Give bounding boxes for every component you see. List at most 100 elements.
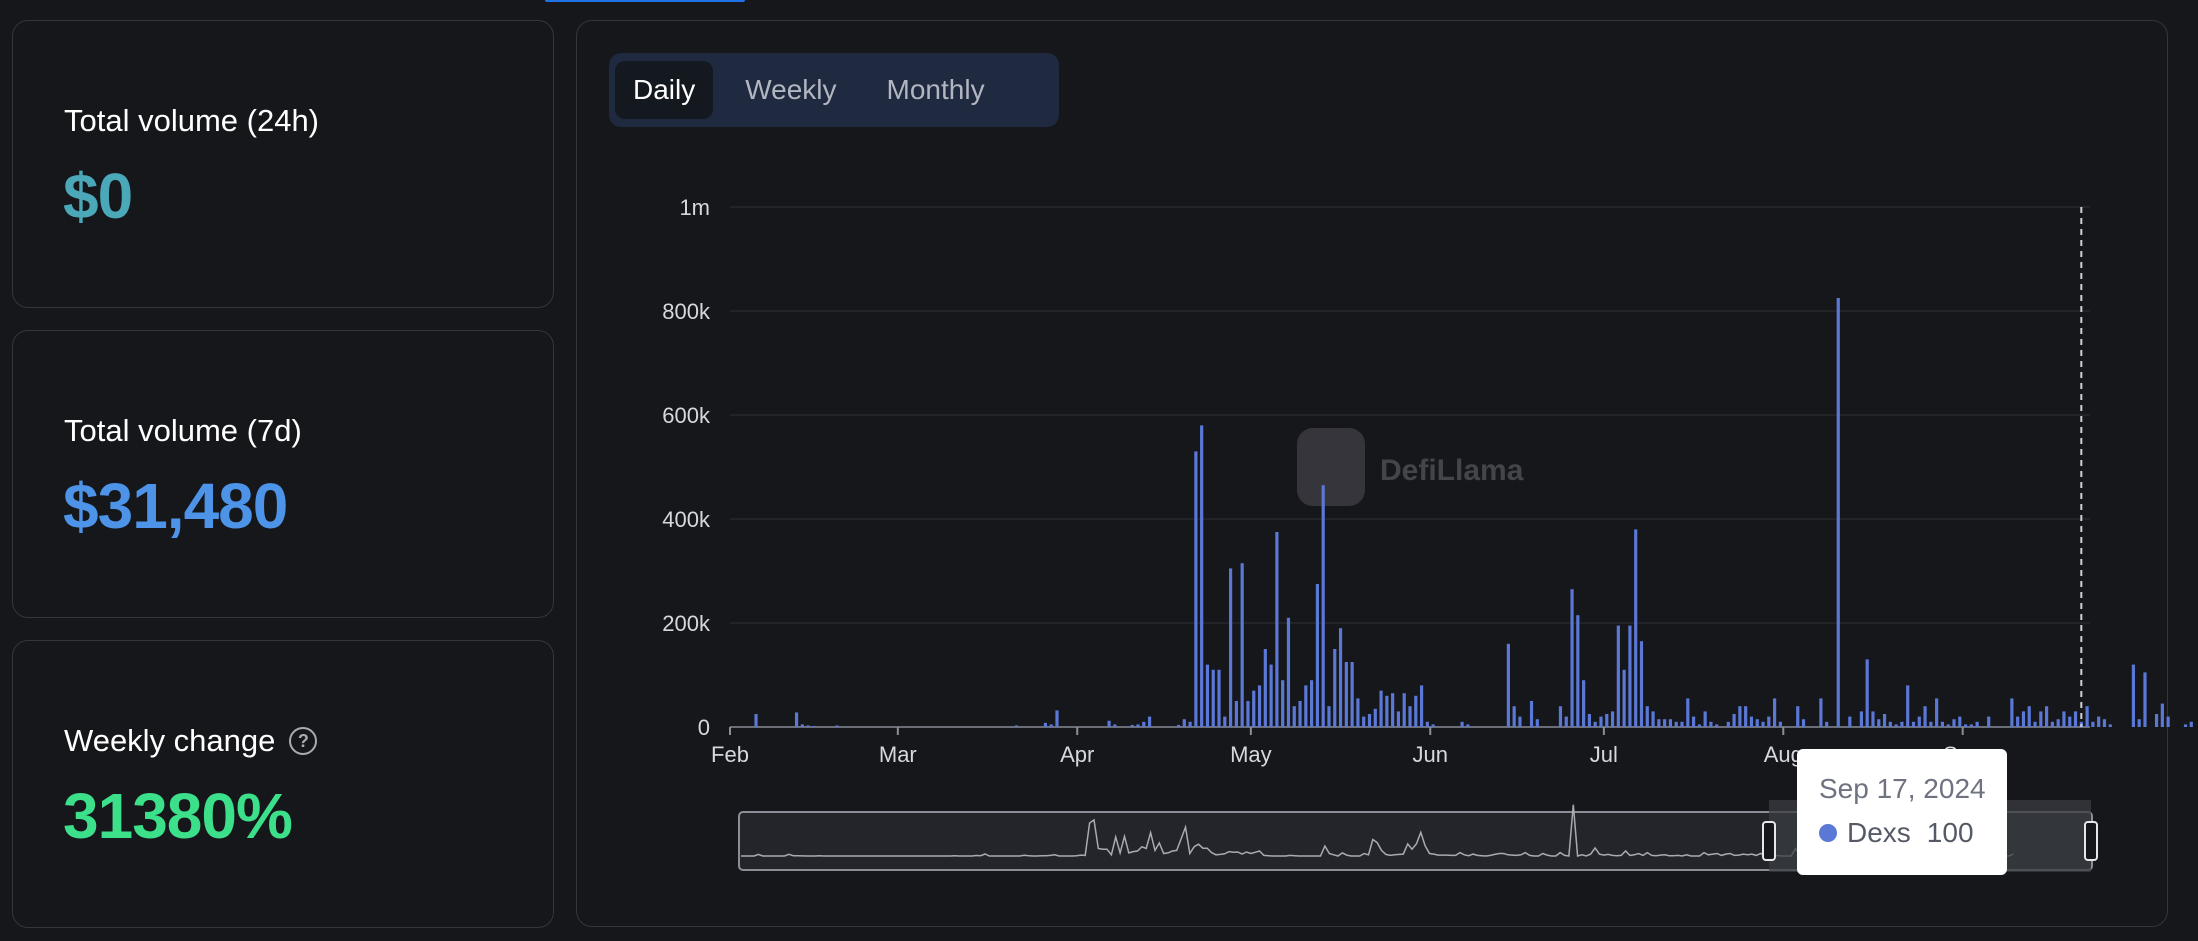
bar xyxy=(1732,714,1736,727)
bar xyxy=(2068,716,2072,727)
bar xyxy=(1836,298,1840,727)
zoom-handle-right[interactable] xyxy=(2084,821,2098,861)
bar xyxy=(1304,685,1308,727)
bar xyxy=(1697,724,1701,727)
y-tick-label: 200k xyxy=(662,611,711,636)
stat-label-volume-24h: Total volume (24h) xyxy=(64,103,320,138)
bar-series xyxy=(754,298,2193,727)
bar xyxy=(1176,724,1181,727)
bar xyxy=(1663,719,1667,727)
bar xyxy=(1263,649,1267,727)
tooltip-series-row: Dexs 100 xyxy=(1819,817,2007,849)
zoom-handle-left[interactable] xyxy=(1762,821,1776,861)
bar xyxy=(2039,711,2043,727)
x-tick-label: May xyxy=(1230,742,1272,767)
x-tick-label: Jun xyxy=(1413,742,1448,767)
bar xyxy=(1576,615,1580,727)
watermark-logo-icon xyxy=(1297,428,1365,506)
bar xyxy=(2137,719,2141,727)
stat-value-weekly-change: 31380% xyxy=(63,780,293,852)
bar xyxy=(1767,716,1771,727)
bar xyxy=(1321,485,1325,727)
period-tabs: Daily Weekly Monthly xyxy=(609,53,1059,127)
bar xyxy=(2091,721,2095,727)
bar xyxy=(1686,698,1690,727)
bar xyxy=(1136,724,1140,727)
x-tick-label: Feb xyxy=(711,742,749,767)
bar xyxy=(754,714,758,727)
bar xyxy=(2073,711,2078,727)
bar xyxy=(1512,706,1516,727)
bar xyxy=(1014,725,1019,727)
y-tick-label: 600k xyxy=(662,403,711,428)
bar xyxy=(2183,724,2188,727)
bar xyxy=(2062,711,2066,727)
bar xyxy=(1257,685,1262,727)
chart-tooltip: Sep 17, 2024 Dexs 100 xyxy=(1797,749,2007,875)
bar xyxy=(1292,706,1296,727)
bar xyxy=(1680,721,1684,727)
bar xyxy=(2056,719,2060,727)
bar xyxy=(1344,662,1348,727)
bar xyxy=(806,725,810,727)
bar xyxy=(1796,706,1800,727)
stat-card-weekly-change: Weekly change ? 31380% xyxy=(12,640,554,928)
bar xyxy=(2085,706,2089,727)
chart-panel xyxy=(576,20,2168,927)
tooltip-series-dot xyxy=(1819,824,1837,842)
bar xyxy=(1622,669,1626,727)
bar xyxy=(1587,714,1591,727)
bar xyxy=(1929,721,1933,727)
bar xyxy=(1570,589,1574,727)
bar xyxy=(1605,714,1609,727)
bar xyxy=(1107,720,1111,727)
bar xyxy=(1147,716,1152,727)
bar xyxy=(2027,706,2031,727)
bar xyxy=(1610,711,1615,727)
bar xyxy=(1558,706,1563,727)
bar xyxy=(1859,711,1863,727)
bar xyxy=(2154,714,2159,727)
bar xyxy=(1952,719,1956,727)
bar xyxy=(1414,695,1418,727)
bar xyxy=(1946,724,1950,727)
x-tick-label: Jul xyxy=(1590,742,1618,767)
bar xyxy=(1801,719,1806,727)
bar xyxy=(1408,706,1412,727)
bar xyxy=(2108,724,2112,727)
x-tick-label: Mar xyxy=(879,742,917,767)
tab-monthly[interactable]: Monthly xyxy=(886,74,985,105)
bar xyxy=(2010,698,2014,727)
bar xyxy=(800,724,804,727)
bar xyxy=(1466,724,1470,727)
tab-daily[interactable]: Daily xyxy=(615,61,714,119)
bar xyxy=(2160,703,2164,727)
bar xyxy=(1865,659,1869,727)
tab-weekly[interactable]: Weekly xyxy=(745,74,837,105)
y-tick-label: 400k xyxy=(662,507,711,532)
bar xyxy=(1205,664,1210,727)
bar xyxy=(1738,706,1742,727)
bar xyxy=(1385,695,1389,727)
bar xyxy=(1350,662,1354,727)
bar xyxy=(1906,685,1910,727)
bar xyxy=(1935,698,1939,727)
bar xyxy=(1709,721,1713,727)
bar xyxy=(2102,719,2107,727)
bar xyxy=(1113,724,1117,727)
bar xyxy=(1969,724,1973,727)
bar xyxy=(1593,721,1597,727)
bar xyxy=(2021,711,2026,727)
stat-card-volume-7d: Total volume (7d) $31,480 xyxy=(12,330,554,618)
bar xyxy=(1142,721,1146,727)
bar xyxy=(1194,451,1198,727)
bar xyxy=(1773,698,1777,727)
bar xyxy=(1281,680,1285,727)
help-icon[interactable]: ? xyxy=(289,727,318,755)
bar xyxy=(1657,719,1661,727)
bar xyxy=(1240,563,1244,727)
bar xyxy=(1940,721,1945,727)
bar xyxy=(1634,529,1638,727)
bar xyxy=(1229,568,1233,727)
